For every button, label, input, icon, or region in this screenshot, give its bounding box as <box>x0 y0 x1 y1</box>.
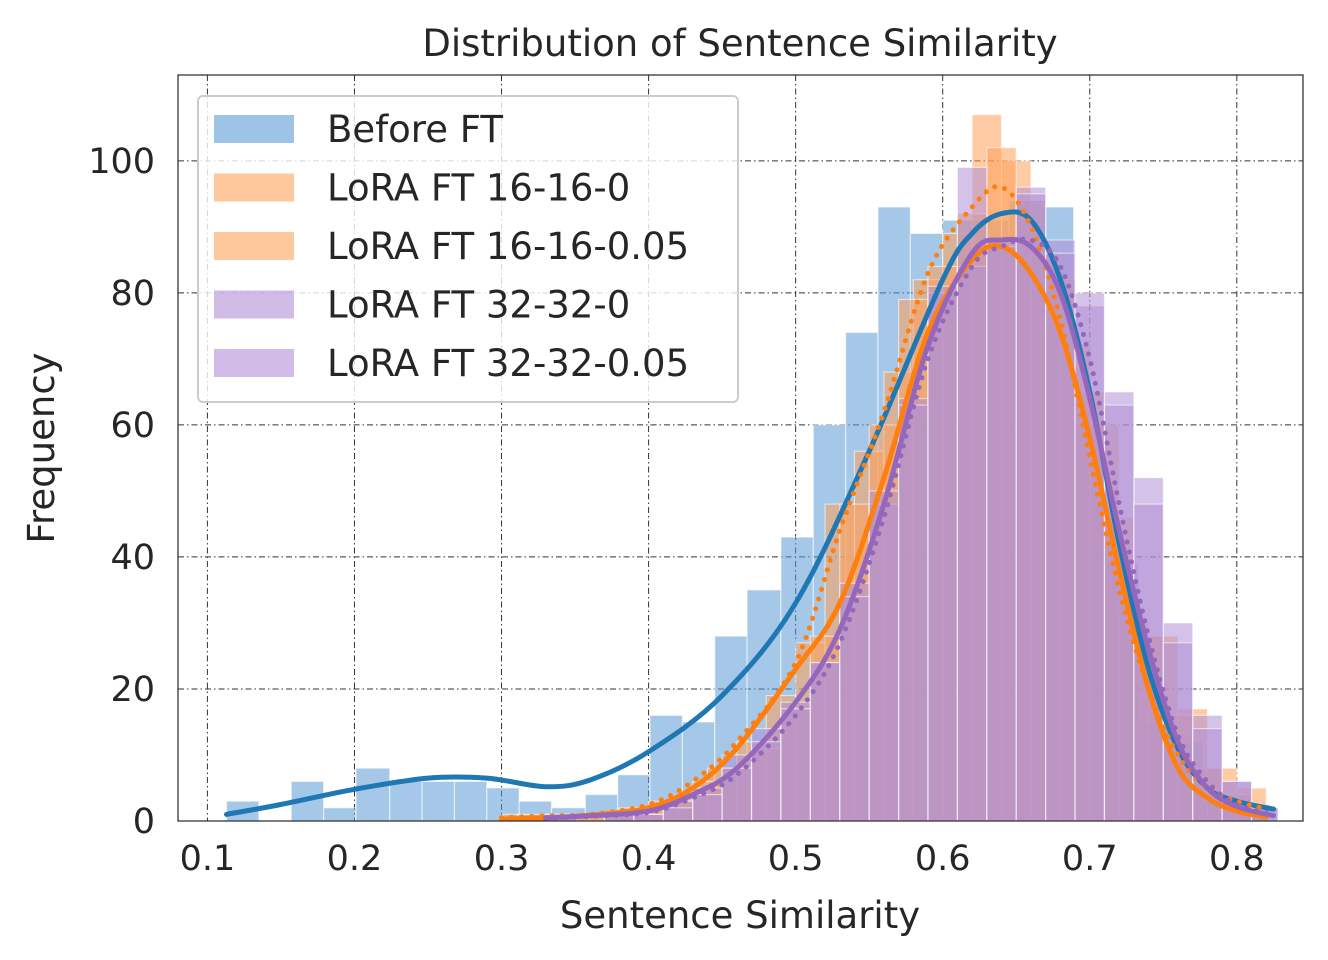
histogram-bar <box>986 239 1017 822</box>
y-tick-label: 20 <box>110 670 155 710</box>
x-axis-label: Sentence Similarity <box>560 894 920 937</box>
histogram-bar <box>809 661 841 822</box>
histogram-bar <box>421 780 456 822</box>
histogram-bar <box>692 793 723 822</box>
kde-line-2 <box>499 184 1269 821</box>
legend-swatch <box>214 232 294 260</box>
x-tick-label: 0.5 <box>768 839 824 879</box>
kde-line-4 <box>543 236 1277 821</box>
bar-series-4 <box>546 166 1279 822</box>
x-tick-label: 0.1 <box>180 839 236 879</box>
kde-line-3 <box>543 236 1277 821</box>
legend-swatch <box>214 349 294 377</box>
x-tick-label: 0.7 <box>1062 839 1118 879</box>
histogram-bar <box>839 595 870 822</box>
y-axis-ticks: 0 20 40 60 80 100 <box>88 142 155 842</box>
histogram-bars <box>225 114 1279 822</box>
x-axis-ticks: 0.1 0.2 0.3 0.4 0.5 0.6 0.7 0.8 <box>180 839 1265 879</box>
chart-title: Distribution of Sentence Similarity <box>422 22 1057 65</box>
legend-label: LoRA FT 32-32-0.05 <box>327 342 689 385</box>
legend: Before FT LoRA FT 16-16-0 LoRA FT 16-16-0.… <box>197 95 739 403</box>
histogram-bar <box>780 708 811 822</box>
y-tick-label: 40 <box>110 538 155 578</box>
histogram-bar <box>355 767 391 822</box>
y-tick-label: 60 <box>110 406 155 446</box>
x-tick-label: 0.4 <box>621 839 677 879</box>
legend-swatch <box>214 173 294 202</box>
y-axis-label: Frequency <box>20 352 63 543</box>
histogram-bar <box>956 166 988 822</box>
histogram-bar <box>927 285 959 822</box>
y-tick-label: 100 <box>88 142 155 182</box>
histogram-bar <box>897 404 929 822</box>
x-tick-label: 0.3 <box>474 839 530 879</box>
histogram-bar <box>322 807 357 822</box>
histogram-bar <box>389 780 423 822</box>
histogram-bar <box>453 780 488 822</box>
y-tick-label: 80 <box>110 274 155 314</box>
kde-line-0 <box>224 209 1277 817</box>
x-tick-label: 0.6 <box>915 839 971 879</box>
legend-label: LoRA FT 16-16-0 <box>327 167 630 210</box>
histogram-bar <box>1045 252 1076 822</box>
legend-swatch <box>214 290 294 319</box>
histogram-bar <box>750 741 782 822</box>
histogram-bar <box>1074 292 1106 822</box>
legend-swatch <box>214 115 294 143</box>
x-tick-label: 0.8 <box>1209 839 1265 879</box>
y-tick-label: 0 <box>133 802 155 842</box>
legend-box <box>197 95 739 403</box>
x-tick-label: 0.2 <box>327 839 383 879</box>
legend-label: LoRA FT 16-16-0.05 <box>327 225 689 268</box>
kde-curves <box>224 184 1277 822</box>
plot-frame <box>177 74 1304 822</box>
legend-label: LoRA FT 32-32-0 <box>327 284 630 327</box>
legend-label: Before FT <box>327 108 503 151</box>
